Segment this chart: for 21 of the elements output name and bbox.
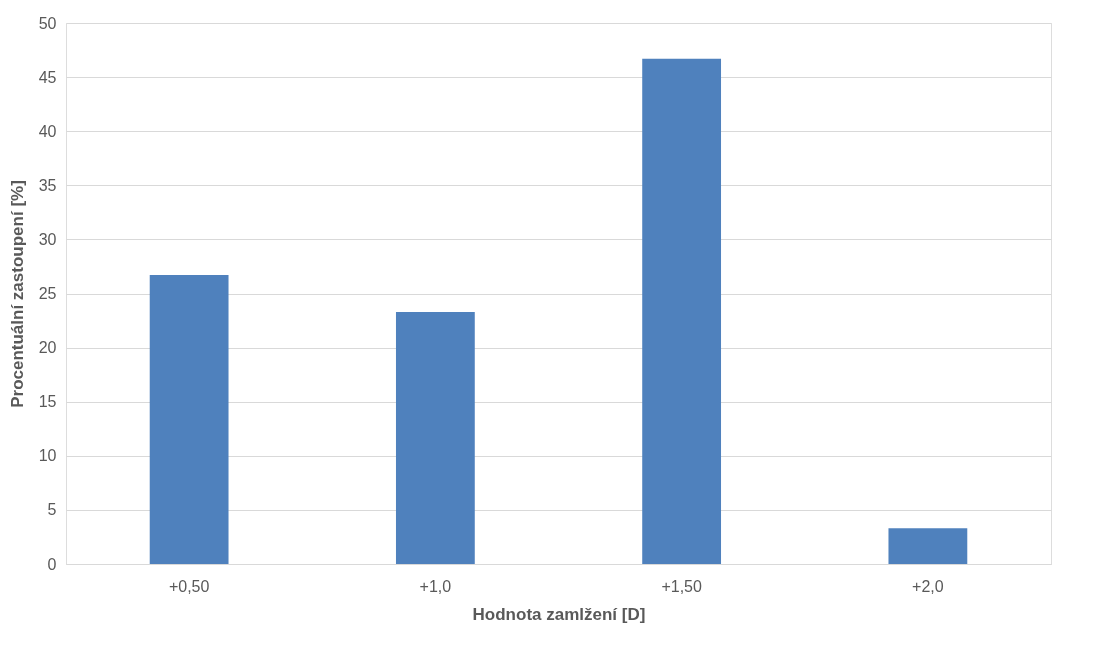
x-axis-title: Hodnota zamlžení [D] <box>472 604 646 624</box>
bar <box>888 528 968 564</box>
y-tick-label: 30 <box>38 230 57 248</box>
x-tick-label: +1,50 <box>661 577 702 595</box>
y-tick-label: 45 <box>38 68 57 86</box>
y-tick-label: 35 <box>38 176 57 194</box>
bar <box>149 275 229 564</box>
y-tick-label: 10 <box>38 447 57 465</box>
x-tick-label: +0,50 <box>168 577 210 595</box>
bar <box>642 58 722 564</box>
x-tick-label: +2,0 <box>912 577 944 595</box>
y-tick-label: 5 <box>47 501 57 519</box>
y-tick-label: 0 <box>47 555 57 573</box>
y-tick-label: 20 <box>38 339 57 357</box>
bar <box>395 311 475 564</box>
x-tick-label: +1,0 <box>419 577 452 595</box>
y-tick-label: 25 <box>38 285 57 302</box>
y-axis-title: Procentuální zastoupení [%] <box>7 180 27 408</box>
y-tick-label: 15 <box>38 393 57 411</box>
y-tick-label: 50 <box>38 14 57 32</box>
y-tick-label: 40 <box>38 122 57 140</box>
